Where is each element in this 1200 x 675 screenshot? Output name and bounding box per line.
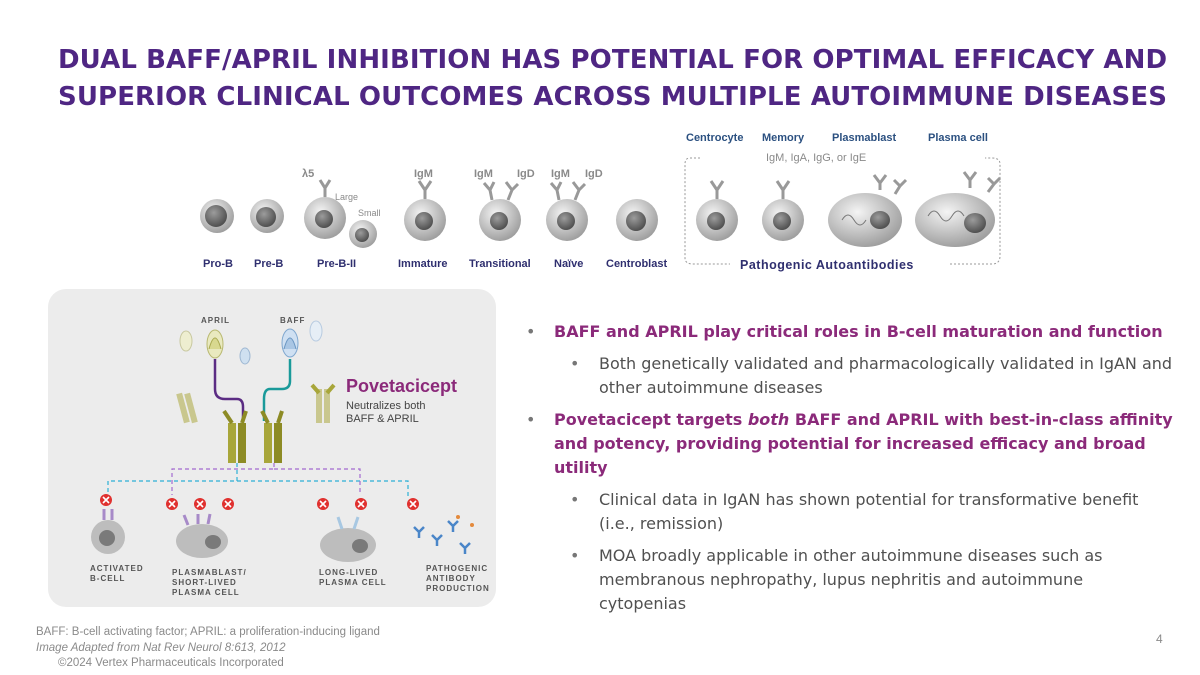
stage-label-pre-b-ii: Pre-B-II <box>317 258 357 270</box>
immature-cell-icon <box>404 180 446 241</box>
bullet-dot-icon: • <box>570 354 580 373</box>
povetacicept-molecule-icon <box>222 409 284 463</box>
bullet-2-sub-1: • Clinical data in IgAN has shown potenti… <box>524 488 1174 536</box>
stage-label-pre-b: Pre-B <box>254 258 284 270</box>
memory-cell-icon <box>762 180 804 241</box>
isotype-label: IgM, IgA, IgG, or IgE <box>766 152 867 164</box>
cell-label-activated-b-cell: ACTIVATED B-CELL <box>90 564 144 584</box>
plasma-cell-icon <box>915 171 1002 247</box>
bullet-1: • BAFF and APRIL play critical roles in B… <box>524 320 1174 344</box>
stage-label-centroblast: Centroblast <box>606 258 668 270</box>
bullet-2-text-pre: Povetacicept targets <box>554 410 748 429</box>
cell-label-line: PLASMA CELL <box>172 588 240 597</box>
bullet-2-text-em: both <box>747 410 790 429</box>
centroblast-cell-icon <box>616 199 658 241</box>
drug-desc-line-1: Neutralizes both <box>346 400 426 412</box>
cell-label-plasmablast: PLASMABLAST/ SHORT-LIVED PLASMA CELL <box>172 568 247 598</box>
cell-label-line: SHORT-LIVED <box>172 578 237 587</box>
cell-label-line: PLASMA CELL <box>319 578 387 587</box>
drug-name: Povetacicept <box>346 376 458 396</box>
cell-label-line: B-CELL <box>90 574 126 583</box>
copyright: ©2024 Vertex Pharmaceuticals Incorporate… <box>58 657 284 669</box>
bullet-2: • Povetacicept targets both BAFF and APRI… <box>524 408 1174 480</box>
pathogenic-autoantibodies-label: Pathogenic Autoantibodies <box>740 258 914 272</box>
stage-label-plasmablast: Plasmablast <box>832 132 897 144</box>
title-line-1: DUAL BAFF/APRIL INHIBITION HAS POTENTIAL… <box>58 45 1168 75</box>
bullet-dot-icon: • <box>570 546 580 565</box>
cell-label-line: LONG-LIVED <box>319 568 379 577</box>
receptor-label-igd: IgD <box>517 168 535 180</box>
cell-label-line: PLASMABLAST/ <box>172 568 247 577</box>
size-label-small: Small <box>358 208 381 218</box>
receptor-label-l5: λ5 <box>302 168 315 180</box>
mechanism-graphic <box>91 320 474 562</box>
stage-label-centrocyte: Centrocyte <box>686 132 744 144</box>
plasmablast-cell-icon <box>176 513 228 558</box>
inhibition-markers <box>100 494 419 510</box>
cell-label-line: PRODUCTION <box>426 584 490 593</box>
bullet-1-sub-text: Both genetically validated and pharmacol… <box>599 354 1173 397</box>
receptor-label-igm: IgM <box>414 168 433 180</box>
cell-label-line: PATHOGENIC <box>426 564 489 573</box>
pre-b-ii-large-cell-icon <box>304 179 346 239</box>
cell-label-pathogenic-antibody: PATHOGENIC ANTIBODY PRODUCTION <box>426 564 490 594</box>
cell-label-long-lived-plasma-cell: LONG-LIVED PLASMA CELL <box>319 568 387 588</box>
bullet-1-sub: • Both genetically validated and pharmaco… <box>524 352 1174 400</box>
cell-label-line: ACTIVATED <box>90 564 144 573</box>
naive-cell-icon <box>546 181 588 241</box>
stage-label-transitional: Transitional <box>469 258 531 270</box>
maturation-cells-graphic <box>200 157 1002 265</box>
bullet-dot-icon: • <box>526 410 536 429</box>
pre-b-ii-small-cell-icon <box>349 220 377 248</box>
activated-b-cell-icon <box>91 509 125 554</box>
footnote-abbreviations: BAFF: B-cell activating factor; APRIL: a… <box>36 626 380 638</box>
bullet-2-text-post: BAFF and APRIL with best-in-class affini… <box>554 410 1173 477</box>
bullet-1-text: BAFF and APRIL play critical roles in B-… <box>554 322 1163 341</box>
page-number: 4 <box>1156 632 1163 646</box>
stage-label-plasma-cell: Plasma cell <box>928 132 988 144</box>
b-cell-maturation-diagram: Centrocyte Memory Plasmablast Plasma cel… <box>190 128 1010 278</box>
pathogenic-antibody-icon <box>413 520 471 554</box>
drug-desc-line-2: BAFF & APRIL <box>346 413 419 425</box>
receptor-label-igd: IgD <box>585 168 603 180</box>
slide-title: DUAL BAFF/APRIL INHIBITION HAS POTENTIAL… <box>58 42 1168 116</box>
footnote-source: Image Adapted from Nat Rev Neurol 8:613,… <box>36 642 286 654</box>
baff-label: BAFF <box>280 316 306 325</box>
stage-label-memory: Memory <box>762 132 805 144</box>
stage-label-naive: Naïve <box>554 258 584 270</box>
plasmablast-cell-icon <box>828 174 908 247</box>
pre-b-cell-icon <box>250 199 284 233</box>
pro-b-cell-icon <box>200 199 234 233</box>
receptor-label-igm: IgM <box>474 168 493 180</box>
bullet-2-sub-1-text: Clinical data in IgAN has shown potentia… <box>599 490 1139 533</box>
centrocyte-cell-icon <box>696 180 738 241</box>
bullet-dot-icon: • <box>570 490 580 509</box>
mechanism-panel: APRIL BAFF Povetacicept Neutralizes both… <box>48 289 496 607</box>
bullet-list: • BAFF and APRIL play critical roles in B… <box>524 320 1174 624</box>
transitional-cell-icon <box>479 181 521 241</box>
stage-label-pro-b: Pro-B <box>203 258 233 270</box>
cell-label-line: ANTIBODY <box>426 574 476 583</box>
bullet-2-sub-2-text: MOA broadly applicable in other autoimmu… <box>599 546 1103 613</box>
stage-label-immature: Immature <box>398 258 448 270</box>
size-label-large: Large <box>335 192 359 202</box>
bullet-2-sub-2: • MOA broadly applicable in other autoimm… <box>524 544 1174 616</box>
title-line-2: SUPERIOR CLINICAL OUTCOMES ACROSS MULTIP… <box>58 82 1168 112</box>
receptor-label-igm: IgM <box>551 168 570 180</box>
april-label: APRIL <box>201 316 230 325</box>
bullet-dot-icon: • <box>526 322 536 341</box>
long-lived-plasma-cell-icon <box>320 516 376 562</box>
